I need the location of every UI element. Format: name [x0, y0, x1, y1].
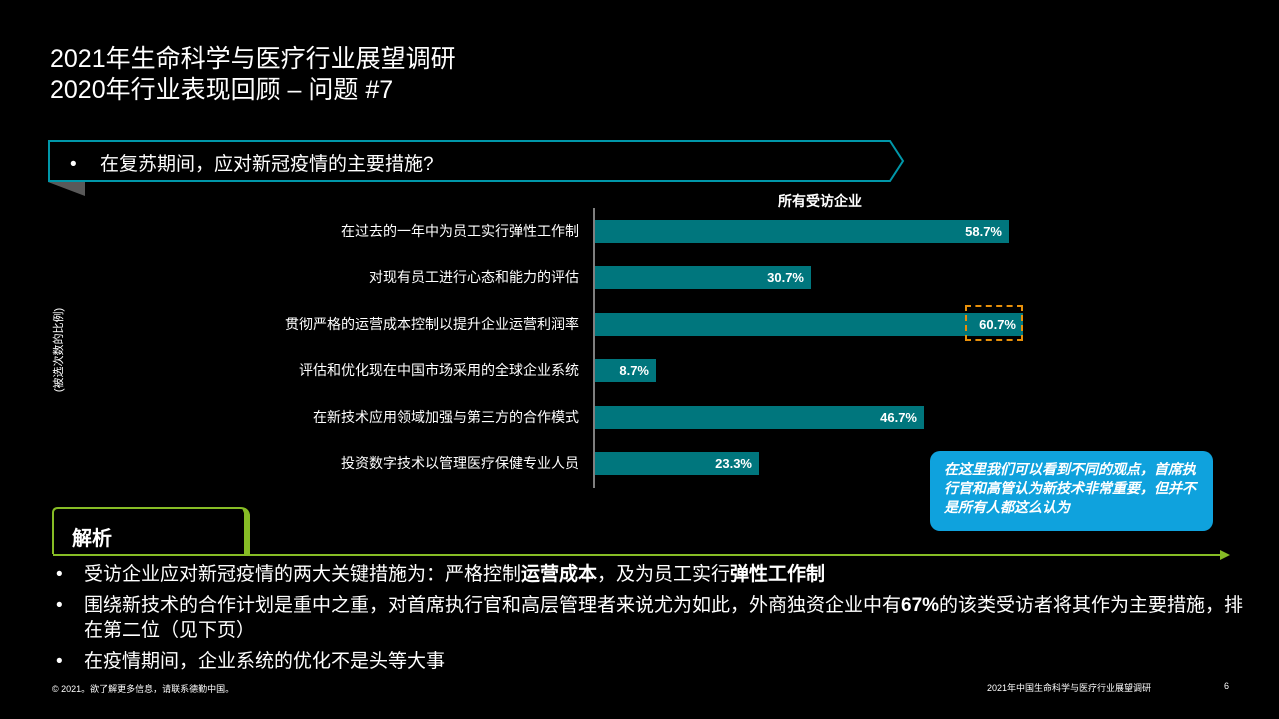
bar-value-label: 58.7% — [965, 224, 1002, 239]
footer-report-title: 2021年中国生命科学与医疗行业展望调研 — [987, 683, 1152, 693]
emphasis-text: 67% — [901, 595, 940, 616]
bar — [595, 406, 924, 429]
bar-value-label: 30.7% — [767, 270, 804, 285]
category-label: 对现有员工进行心态和能力的评估 — [369, 269, 579, 285]
question-text: 在复苏期间，应对新冠疫情的主要措施? — [100, 154, 434, 175]
bar-value-label: 23.3% — [715, 456, 752, 471]
analysis-label: 解析 — [72, 528, 112, 550]
analysis-bullet-item: • 在疫情期间，企业系统的优化不是头等大事 — [56, 649, 1256, 674]
emphasis-text: 弹性工作制 — [730, 564, 826, 585]
bar — [595, 452, 759, 475]
chart-title: 所有受访企业 — [778, 193, 862, 209]
title-line-2: 2020年行业表现回顾 – 问题 #7 — [50, 76, 394, 104]
analysis-bullet-item: • 受访企业应对新冠疫情的两大关键措施为：严格控制运营成本，及为员工实行弹性工作制 — [56, 562, 1256, 587]
bullet-text: 受访企业应对新冠疫情的两大关键措施为：严格控制 — [84, 564, 522, 585]
bullet-text: 围绕新技术的合作计划是重中之重，对首席执行官和高层管理者来说尤为如此，外商独资企… — [84, 595, 902, 616]
category-label: 评估和优化现在中国市场采用的全球企业系统 — [299, 362, 579, 378]
banner-arrow-shape — [48, 140, 905, 196]
bullet-text: ，及为员工实行 — [597, 564, 731, 585]
bar — [595, 359, 656, 382]
bullet-text: 在疫情期间，企业系统的优化不是头等大事 — [84, 651, 446, 672]
bar-value-label: 46.7% — [880, 410, 917, 425]
question-banner: • 在复苏期间，应对新冠疫情的主要措施? — [48, 140, 905, 196]
bullet-icon: • — [70, 154, 77, 175]
y-axis-label: (被选次数的比例) — [53, 307, 65, 393]
category-label: 投资数字技术以管理医疗保健专业人员 — [341, 455, 579, 471]
analysis-tab — [52, 507, 250, 554]
bar — [595, 220, 1009, 243]
bar — [595, 313, 1023, 336]
category-label: 在新技术应用领域加强与第三方的合作模式 — [313, 409, 579, 425]
bullet-icon: • — [56, 564, 63, 585]
bar-value-label: 8.7% — [619, 363, 649, 378]
bar — [595, 266, 811, 289]
category-label: 在过去的一年中为员工实行弹性工作制 — [341, 223, 579, 239]
category-axis-line — [593, 208, 595, 488]
analysis-arrow — [53, 550, 1230, 560]
page-number: 6 — [1224, 681, 1230, 691]
category-label: 贯彻严格的运营成本控制以提升企业运营利润率 — [285, 316, 579, 332]
bullet-icon: • — [56, 651, 63, 672]
analysis-bullet-item: • 围绕新技术的合作计划是重中之重，对首席执行官和高层管理者来说尤为如此，外商独资… — [56, 593, 1256, 643]
emphasis-text: 运营成本 — [521, 564, 598, 585]
bullet-text: 的该类受访者将其作为主要措施，排在第二位（见下页） — [84, 595, 1244, 641]
footer-copyright: © 2021。欲了解更多信息，请联系德勤中国。 — [52, 684, 235, 694]
callout-box: 在这里我们可以看到不同的观点，首席执行官和高管认为新技术非常重要，但并不是所有人… — [930, 451, 1213, 531]
highlight-box — [965, 305, 1023, 341]
page-title: 2021年生命科学与医疗行业展望调研 2020年行业表现回顾 – 问题 #7 — [50, 44, 456, 106]
analysis-bullets: • 受访企业应对新冠疫情的两大关键措施为：严格控制运营成本，及为员工实行弹性工作制… — [56, 562, 1256, 680]
bar-value-label: 60.7% — [979, 317, 1016, 332]
bullet-icon: • — [56, 595, 63, 616]
title-line-1: 2021年生命科学与医疗行业展望调研 — [50, 45, 456, 73]
